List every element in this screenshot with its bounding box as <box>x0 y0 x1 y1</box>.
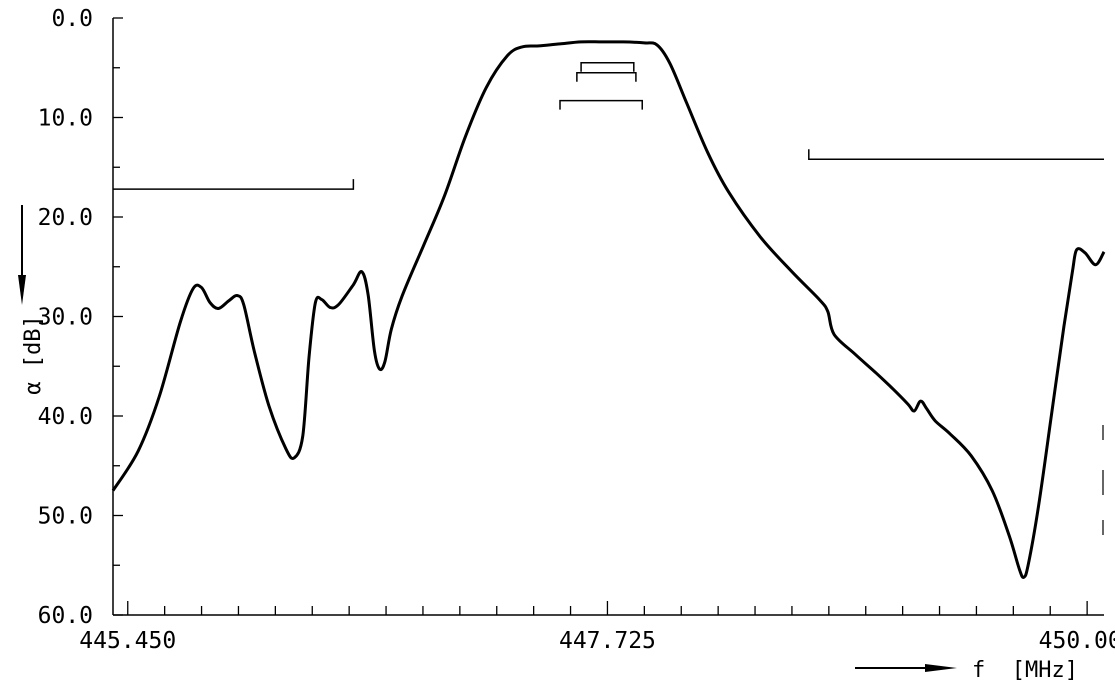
passband-bracket <box>559 99 643 110</box>
x-tick-label: 447.725 <box>559 628 656 654</box>
y-tick-label: 30.0 <box>38 305 93 331</box>
y-tick-label: 10.0 <box>38 106 93 132</box>
x-tick-label: 445.450 <box>79 628 176 654</box>
stopband-limit-right <box>808 149 1104 161</box>
y-axis-arrow-head <box>18 275 26 305</box>
y-tick-label: 0.0 <box>51 6 93 32</box>
stopband-limit-left <box>113 179 355 190</box>
attenuation-curve <box>111 40 1106 579</box>
y-tick-label: 60.0 <box>38 603 93 629</box>
passband-bracket <box>580 62 635 72</box>
axes <box>112 17 1104 616</box>
passband-bracket <box>576 71 637 82</box>
y-tick-label: 40.0 <box>38 404 93 430</box>
x-axis-arrow-head <box>925 664 957 672</box>
limit-lines <box>113 62 1104 190</box>
x-axis-title: f [MHz] <box>855 658 1078 683</box>
x-tick-label: 450.000 <box>1039 628 1115 654</box>
y-axis-label: α [dB] <box>21 315 46 394</box>
series-layer <box>111 40 1106 579</box>
x-axis-label: f [MHz] <box>972 658 1078 683</box>
y-axis-title: α [dB] <box>18 205 46 395</box>
y-tick-label: 20.0 <box>38 205 93 231</box>
y-tick-label: 50.0 <box>38 504 93 530</box>
